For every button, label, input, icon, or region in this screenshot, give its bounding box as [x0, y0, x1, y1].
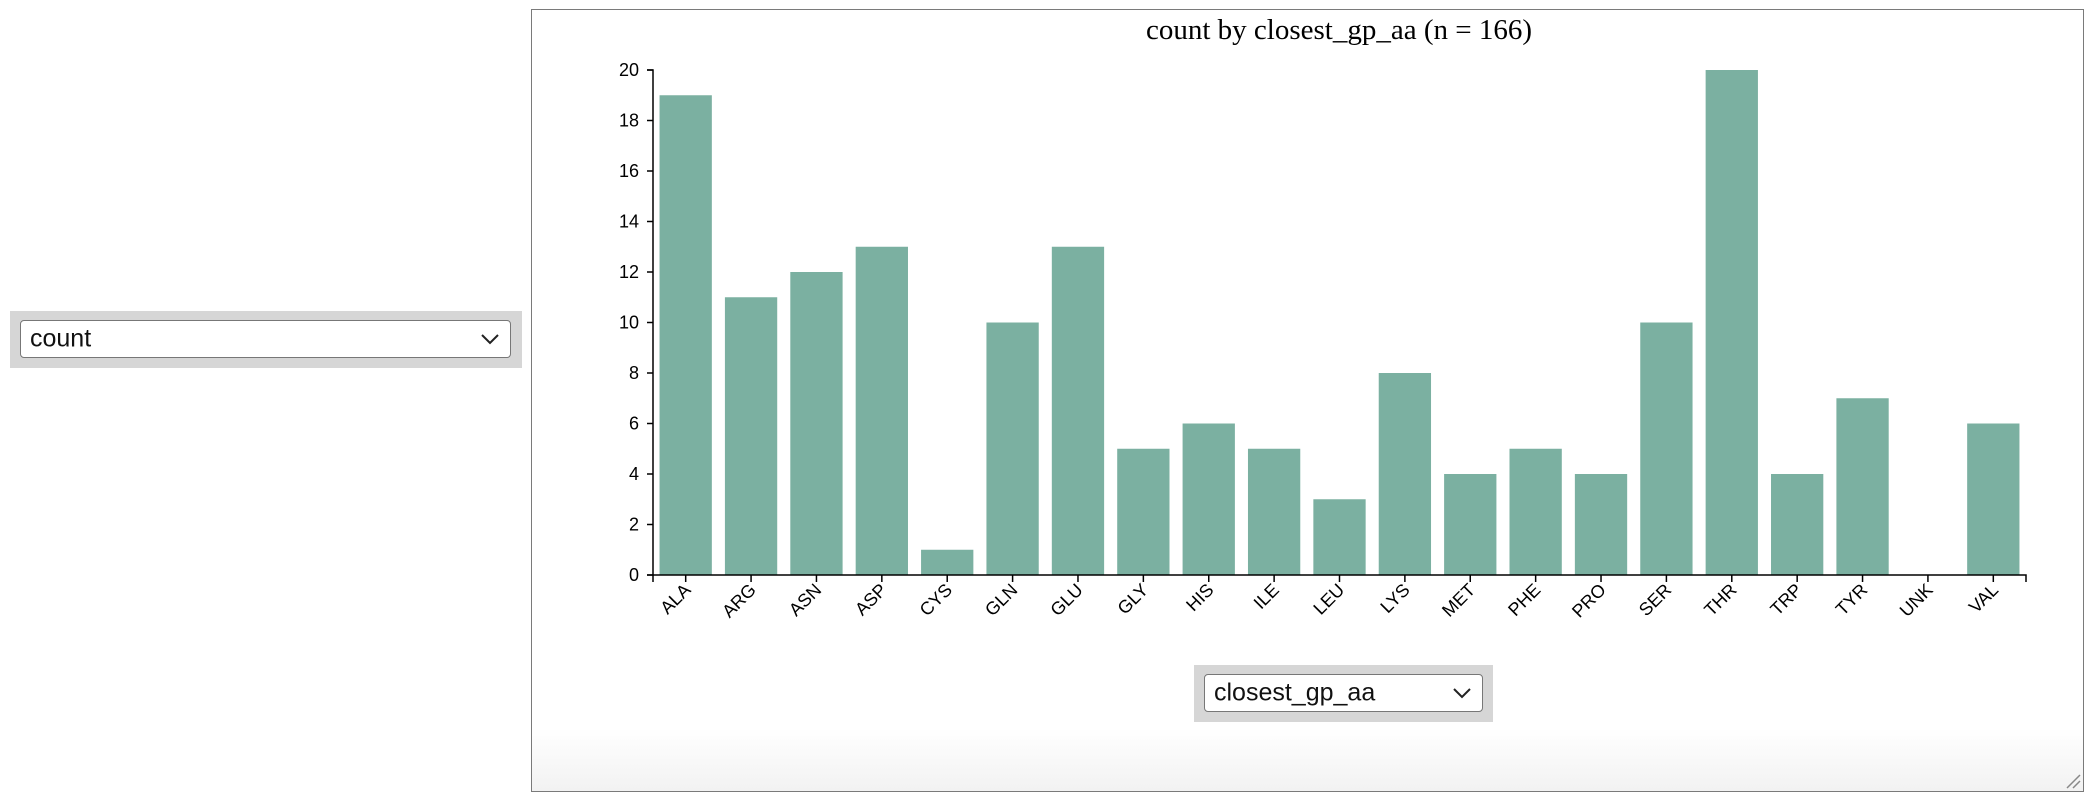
chevron-down-icon [1453, 688, 1471, 699]
bar-trp [1771, 474, 1824, 575]
x-axis: ALA ARG ASN ASP CYS GLN GLU GLY HIS ILE LEU LYS MET P… [652, 574, 2027, 622]
chart-title: count by closest_gp_aa (n = 166) [1146, 14, 1532, 46]
x-tick-label-thr: THR [1700, 580, 1740, 620]
x-tick-label-leu: LEU [1309, 580, 1348, 619]
x-variable-select-container: closest_gp_aa [1194, 665, 1493, 722]
x-tick-label-ile: ILE [1250, 580, 1283, 613]
bar-lys [1378, 373, 1432, 575]
bar-thr [1705, 70, 1758, 575]
bar-leu [1313, 499, 1366, 575]
x-tick-label-asp: ASP [851, 580, 891, 620]
x-tick-label-asn: ASN [785, 580, 825, 620]
bar-gly [1117, 448, 1170, 575]
bar-arg [724, 297, 778, 575]
bar-ala [659, 95, 712, 575]
y-axis: 0 2 4 6 8 10 12 14 16 18 20 [619, 60, 654, 585]
x-tick-label-pro: PRO [1568, 580, 1610, 622]
y-tick-label: 6 [629, 414, 639, 434]
x-tick-label-glu: GLU [1046, 580, 1086, 620]
x-tick-label-cys: CYS [916, 580, 956, 620]
x-tick-label-his: HIS [1182, 580, 1217, 615]
x-tick-label-phe: PHE [1504, 580, 1544, 620]
bar-pro [1574, 474, 1628, 575]
y-variable-select-container: count [10, 311, 522, 368]
y-tick-label: 12 [619, 262, 639, 282]
x-tick-label-tyr: TYR [1832, 580, 1872, 620]
y-tick-label: 0 [629, 565, 639, 585]
y-tick-label: 14 [619, 212, 639, 232]
x-tick-label-arg: ARG [718, 580, 760, 622]
y-tick-label: 10 [619, 313, 639, 333]
x-variable-select[interactable]: closest_gp_aa [1204, 674, 1483, 712]
x-tick-label-trp: TRP [1766, 580, 1806, 620]
x-variable-select-value: closest_gp_aa [1214, 678, 1376, 707]
x-tick-label-gly: GLY [1114, 580, 1153, 619]
x-tick-label-unk: UNK [1896, 580, 1937, 621]
x-tick-label-lys: LYS [1376, 580, 1413, 617]
y-tick-label: 16 [619, 161, 639, 181]
bar-asp [855, 246, 908, 575]
bar-his [1182, 423, 1235, 575]
bar-cys [921, 549, 974, 575]
y-tick-label: 2 [629, 515, 639, 535]
bar-phe [1509, 448, 1562, 575]
bar-gln [986, 322, 1039, 575]
bar-val [1967, 423, 2020, 575]
x-tick-label-met: MET [1438, 580, 1479, 621]
y-tick-label: 8 [629, 363, 639, 383]
bars-group [659, 70, 2020, 575]
bar-met [1444, 474, 1497, 575]
chevron-down-icon [481, 334, 499, 345]
x-tick-label-val: VAL [1965, 580, 2002, 617]
y-tick-label: 20 [619, 60, 639, 80]
x-tick-label-ser: SER [1635, 580, 1675, 620]
bar-ser [1640, 322, 1693, 575]
y-variable-select-value: count [30, 324, 92, 353]
bar-ile [1247, 448, 1301, 575]
bar-tyr [1836, 398, 1889, 575]
y-tick-label: 4 [629, 464, 639, 484]
y-tick-label: 18 [619, 111, 639, 131]
y-variable-select[interactable]: count [20, 320, 511, 358]
bar-asn [790, 272, 843, 575]
x-tick-label-gln: GLN [981, 580, 1021, 620]
bar-glu [1051, 246, 1105, 575]
chart-frame [531, 9, 2084, 792]
resize-handle-icon[interactable] [2063, 771, 2081, 789]
x-tick-label-ala: ALA [656, 580, 694, 618]
